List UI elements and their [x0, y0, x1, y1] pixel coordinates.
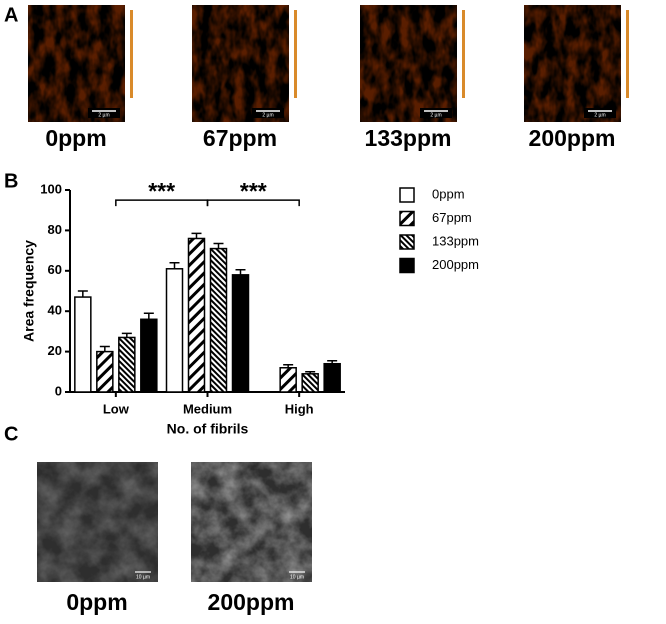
y-tick-label: 40: [48, 303, 62, 318]
error-bar: [121, 332, 132, 338]
error-bar: [99, 345, 110, 352]
x-tick-label: Medium: [183, 401, 232, 416]
bar: [165, 268, 184, 393]
legend-swatch: [399, 187, 415, 203]
bar: [231, 274, 250, 393]
sem-texture: [37, 462, 158, 582]
afm-texture: [28, 5, 125, 122]
legend-swatch: [399, 210, 415, 227]
scale-label: 10 µm: [136, 574, 150, 580]
error-bar: [283, 363, 294, 368]
significance-bracket: [206, 199, 300, 207]
afm-caption: 133ppm: [365, 125, 452, 151]
afm-texture: [192, 5, 289, 122]
bar: [279, 367, 297, 393]
colorbar: [130, 10, 133, 98]
x-tick-label: Low: [103, 401, 130, 416]
bar: [323, 362, 341, 393]
bar: [209, 247, 228, 393]
error-bar: [191, 232, 202, 239]
x-tick-label: High: [285, 401, 314, 416]
afm-caption: 67ppm: [203, 125, 277, 151]
error-bar: [213, 242, 224, 249]
bar: [301, 373, 319, 393]
scale-label: 2 µm: [262, 112, 273, 118]
legend-label: 67ppm: [432, 210, 472, 225]
legend-swatch: [399, 234, 415, 250]
error-bar: [305, 371, 316, 374]
error-bar: [169, 261, 180, 269]
bar: [118, 336, 136, 393]
colorbar: [294, 10, 297, 98]
error-bar: [327, 359, 338, 364]
scale-label: 2 µm: [430, 112, 441, 118]
afm-texture: [360, 5, 457, 122]
y-axis-title: Area frequency: [21, 240, 37, 342]
bar: [187, 237, 206, 393]
sem-caption: 200ppm: [208, 589, 295, 615]
afm-texture: [524, 5, 621, 122]
panel-label: A: [4, 4, 18, 26]
sem-caption: 0ppm: [66, 589, 127, 615]
panel-label: C: [4, 423, 18, 445]
panel-label: B: [4, 170, 18, 192]
x-axis-title: No. of fibrils: [167, 421, 249, 437]
y-tick-label: 20: [48, 343, 62, 358]
error-bar: [77, 290, 88, 298]
afm-caption: 0ppm: [45, 125, 106, 151]
sem-texture: [191, 462, 312, 582]
legend-label: 133ppm: [432, 233, 479, 248]
y-tick-label: 80: [48, 222, 62, 237]
bar: [140, 318, 158, 393]
scale-label: 10 µm: [290, 574, 304, 580]
error-bar: [235, 269, 246, 275]
bar: [96, 350, 114, 393]
colorbar: [626, 10, 629, 98]
scale-bar-bg: [252, 108, 284, 118]
scale-bar-bg: [88, 108, 120, 118]
y-tick-label: 0: [55, 383, 62, 398]
colorbar: [462, 10, 465, 98]
afm-caption: 200ppm: [529, 125, 616, 151]
scale-label: 2 µm: [594, 112, 605, 118]
legend-label: 0ppm: [432, 186, 465, 201]
bar: [74, 296, 92, 393]
scale-bar-bg: [584, 108, 616, 118]
significance-label: ***: [148, 178, 175, 204]
error-bar: [143, 312, 154, 320]
y-tick-label: 100: [40, 181, 62, 196]
scale-label: 2 µm: [98, 112, 109, 118]
y-tick-label: 60: [48, 262, 62, 277]
significance-label: ***: [240, 178, 267, 204]
legend-label: 200ppm: [432, 257, 479, 272]
legend-swatch: [399, 257, 415, 274]
scale-bar-bg: [420, 108, 452, 118]
